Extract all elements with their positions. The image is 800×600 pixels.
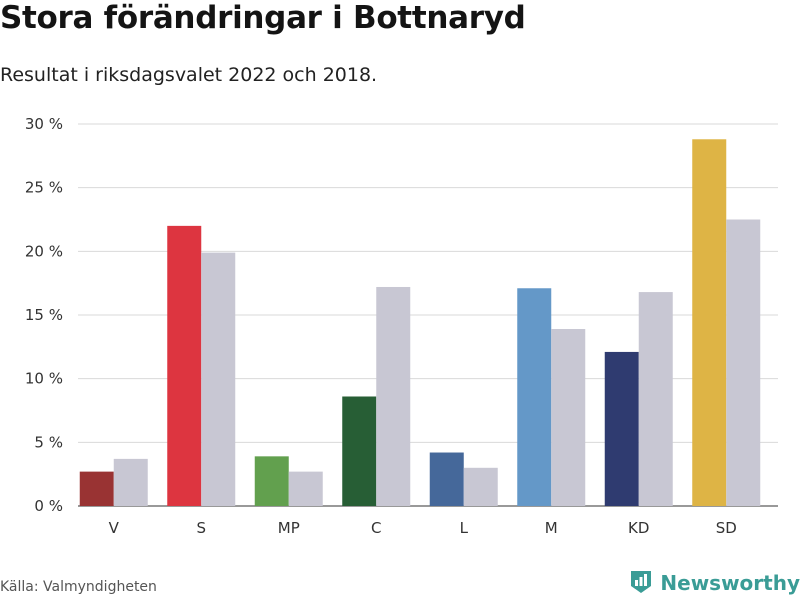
- bar-2022-s[interactable]: [167, 225, 202, 506]
- y-tick-label: 5 %: [34, 433, 63, 451]
- brand-name: Newsworthy: [660, 571, 800, 595]
- bar-2018-s[interactable]: [201, 252, 236, 506]
- x-tick-label: MP: [278, 519, 300, 537]
- chart-title: Stora förändringar i Bottnaryd: [0, 0, 526, 36]
- x-tick-label: L: [460, 519, 469, 537]
- brand-logo[interactable]: Newsworthy: [628, 568, 800, 598]
- y-tick-label: 25 %: [25, 179, 63, 197]
- bar-2022-mp[interactable]: [254, 456, 289, 506]
- bar-chart-logo-icon: [628, 568, 654, 598]
- chart-subtitle: Resultat i riksdagsvalet 2022 och 2018.: [0, 64, 378, 86]
- x-tick-label: C: [371, 519, 381, 537]
- bar-2022-kd[interactable]: [604, 351, 639, 506]
- source-note: Källa: Valmyndigheten: [0, 579, 157, 595]
- x-tick-label: SD: [716, 519, 737, 537]
- y-tick-label: 10 %: [25, 370, 63, 388]
- bar-2018-kd[interactable]: [638, 292, 673, 506]
- bar-2022-c[interactable]: [342, 396, 377, 506]
- y-tick-label: 0 %: [34, 497, 63, 515]
- bars-layer: [79, 139, 761, 507]
- x-tick-label: V: [109, 519, 120, 537]
- bar-2018-mp[interactable]: [288, 471, 323, 506]
- x-tick-label: S: [196, 519, 206, 537]
- bar-2018-v[interactable]: [113, 458, 148, 506]
- bar-2022-v[interactable]: [79, 471, 114, 506]
- x-tick-label: KD: [628, 519, 649, 537]
- bar-2022-l[interactable]: [429, 452, 464, 506]
- bar-2022-sd[interactable]: [692, 139, 727, 506]
- labels-layer: 0 % 5 % 10 % 15 % 20 % 25 % 30 % V S MP C L M KD SD: [25, 115, 737, 537]
- y-tick-label: 15 %: [25, 306, 63, 324]
- y-tick-label: 20 %: [25, 242, 63, 260]
- bar-2022-m[interactable]: [517, 288, 552, 506]
- bar-2018-l[interactable]: [463, 467, 498, 506]
- y-tick-label: 30 %: [25, 115, 63, 133]
- bar-2018-c[interactable]: [376, 286, 411, 506]
- x-tick-label: M: [545, 519, 558, 537]
- bar-2018-sd[interactable]: [726, 219, 761, 507]
- bar-2018-m[interactable]: [551, 329, 586, 506]
